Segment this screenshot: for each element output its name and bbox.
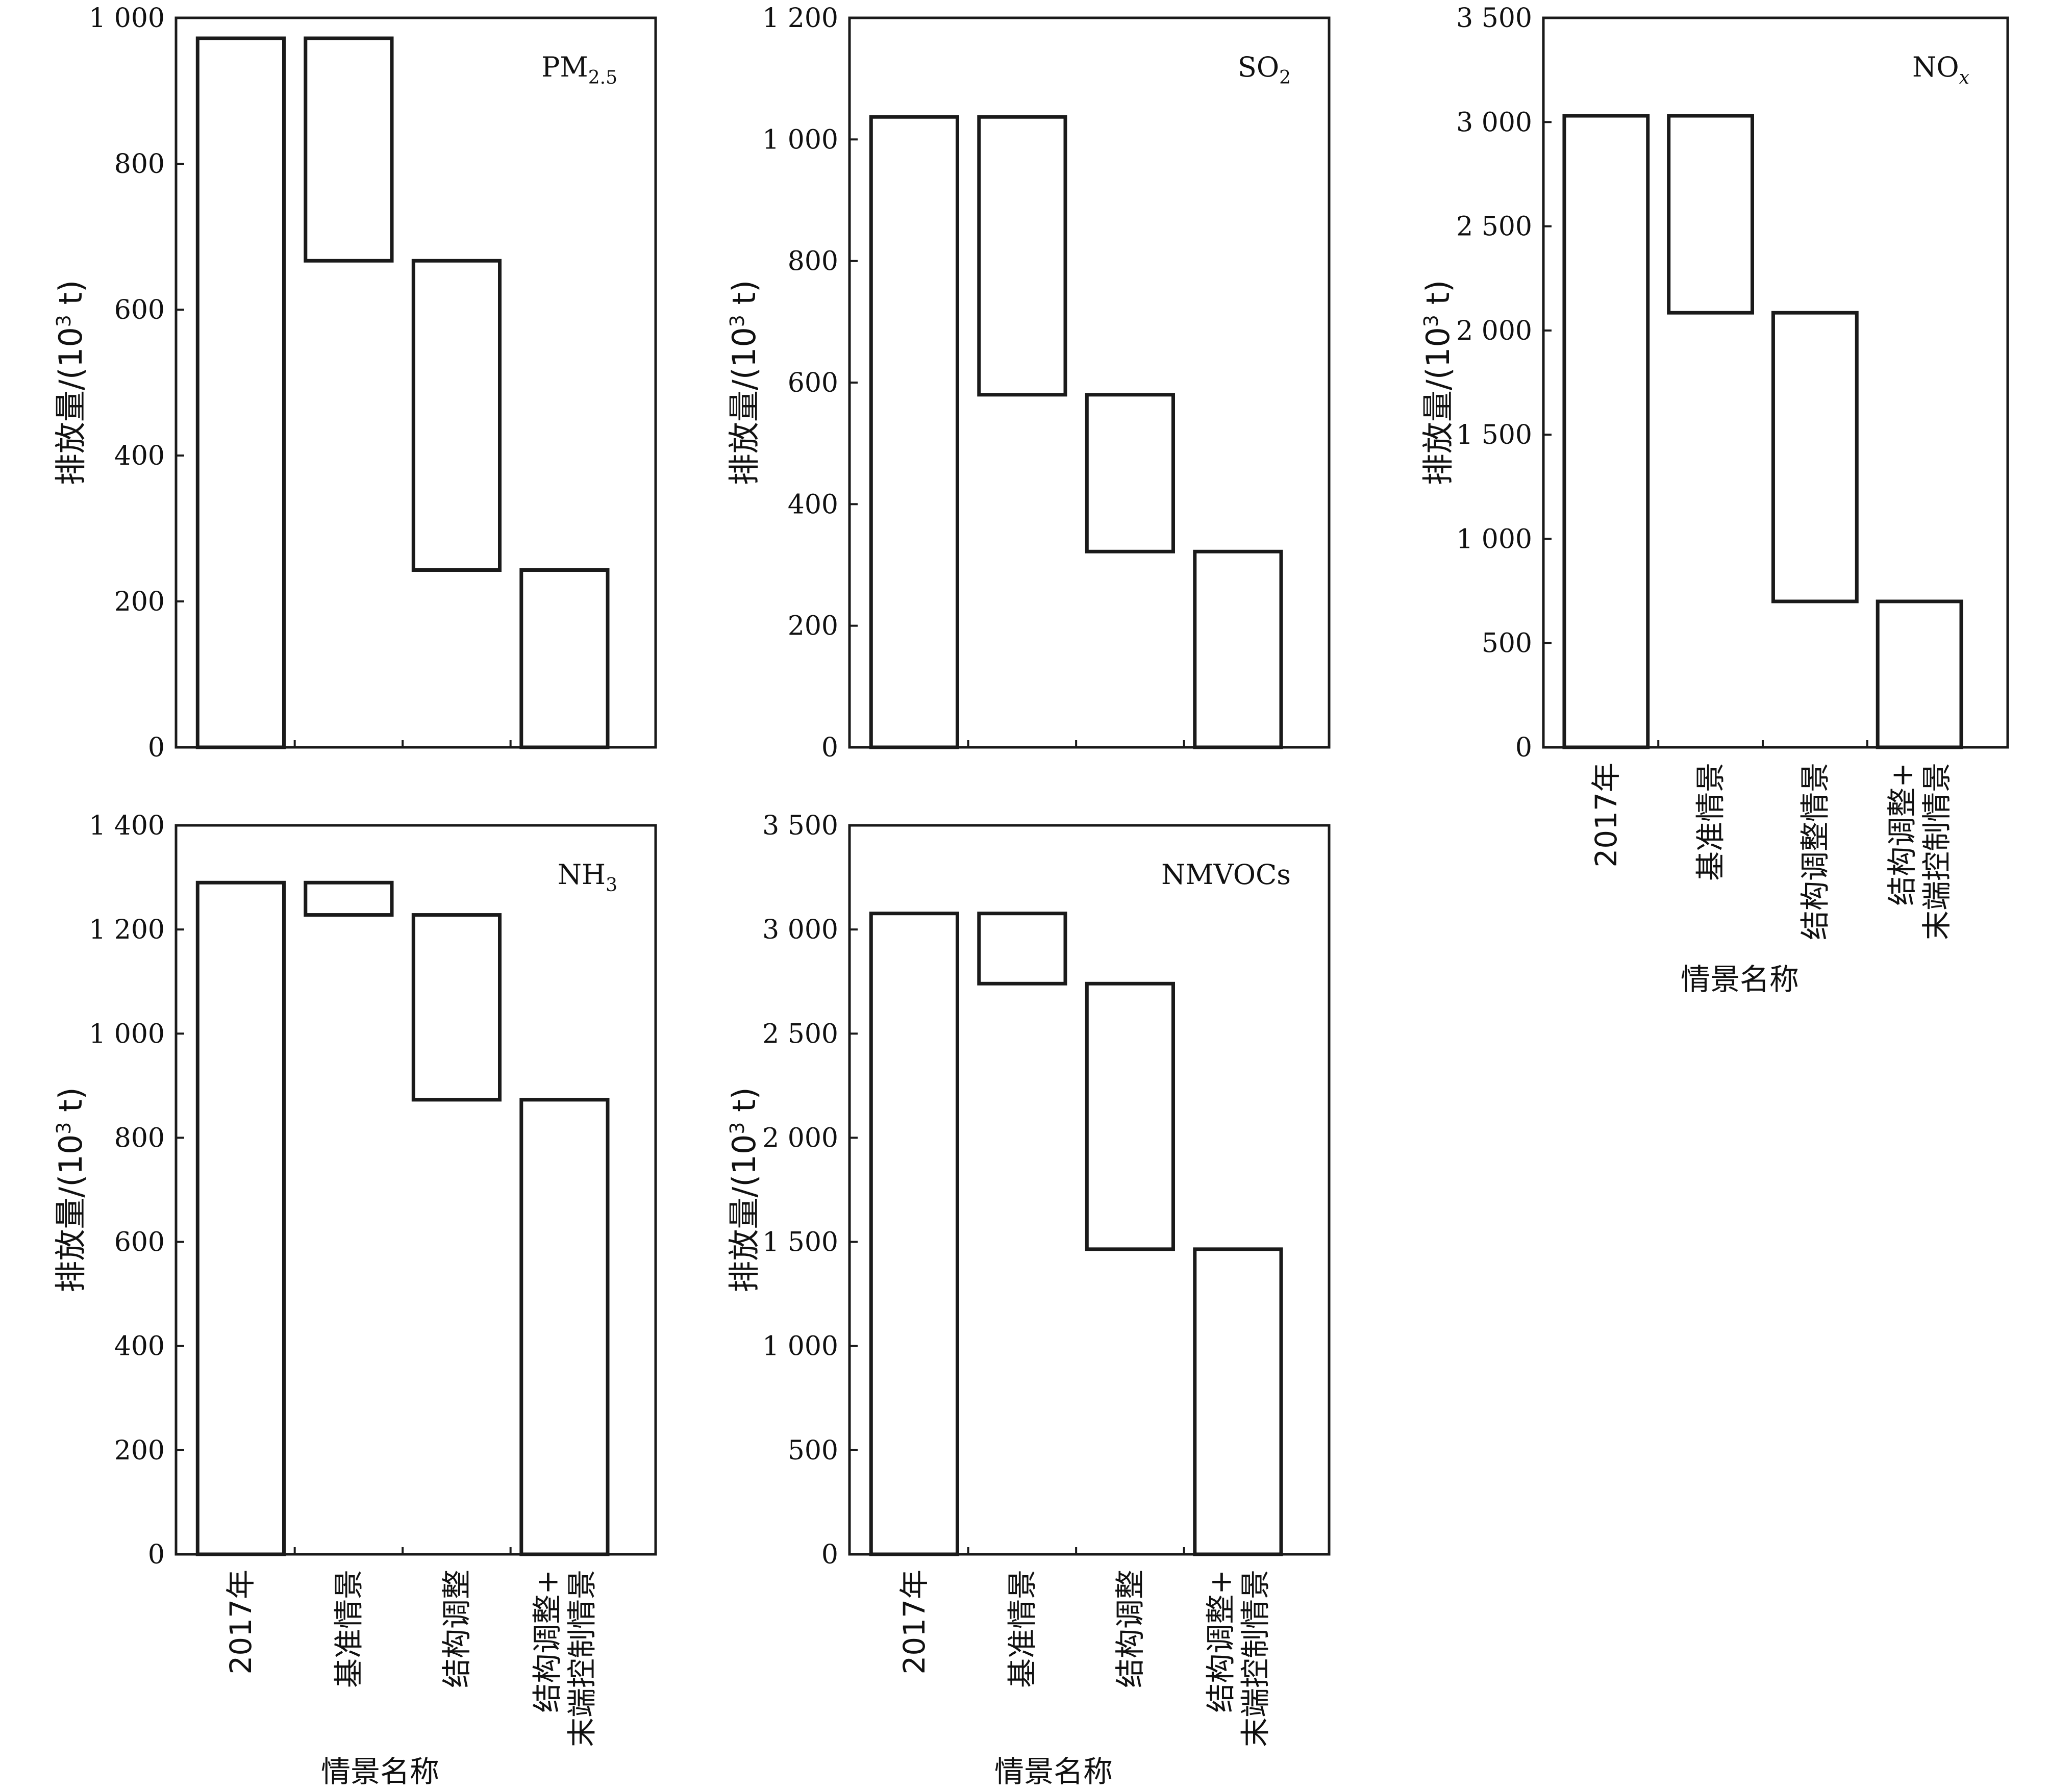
bar-1 — [869, 912, 959, 1556]
x-tick-label: 2017年 — [1589, 763, 1623, 868]
bar-1 — [195, 36, 286, 749]
bar-3 — [411, 259, 502, 572]
chart-so2-svg: 0 200 400 600 800 1 000 1 200 SO2 排放量/(103 t) — [726, 3, 1331, 763]
chart-title: PM2.5 — [541, 51, 617, 88]
y-tick-label: 2 000 — [1456, 316, 1532, 346]
bar-4 — [1193, 1247, 1283, 1556]
x-tick-label: 基准情景 — [1005, 1570, 1039, 1688]
bar-2 — [304, 880, 394, 917]
y-axis-label: 排放量/(103 t) — [52, 1087, 89, 1292]
y-tick-label: 1 000 — [762, 1331, 838, 1362]
x-tick-label: 基准情景 — [331, 1570, 366, 1688]
x-tick-label: 2017年 — [223, 1570, 258, 1675]
chart-title: SO2 — [1238, 51, 1291, 88]
bar-3 — [1085, 393, 1175, 553]
bar-2 — [304, 36, 394, 263]
bar-3 — [1085, 981, 1175, 1251]
y-tick-label: 3 000 — [762, 915, 838, 945]
x-tick-label: 结构调整情景 — [1797, 763, 1832, 940]
x-tick-label: 末端控制情景 — [1238, 1570, 1272, 1747]
x-tick-label: 结构调整+ — [1885, 763, 1919, 906]
y-tick-label: 1 200 — [762, 3, 838, 34]
y-tick-label: 400 — [788, 489, 838, 520]
y-tick-label: 200 — [114, 1435, 165, 1466]
x-tick-label: 基准情景 — [1693, 763, 1728, 881]
y-tick-label: 2 500 — [1456, 212, 1532, 242]
x-tick-label: 结构调整+ — [530, 1570, 564, 1713]
y-tick-label: 3 000 — [1456, 107, 1532, 138]
bar-2 — [1667, 114, 1755, 315]
chart-title: NOx — [1912, 51, 1969, 88]
bar-1 — [195, 880, 286, 1556]
x-axis-title: 情景名称 — [994, 1754, 1113, 1789]
x-tick-label: 2017年 — [897, 1570, 932, 1675]
y-tick-label: 400 — [114, 1331, 165, 1362]
chart-pm25-svg: 0 200 400 600 800 1 000 PM2.5 排放量/(103 t) — [52, 3, 657, 763]
bar-1 — [1562, 114, 1650, 749]
y-tick-label: 1 000 — [1456, 524, 1532, 554]
y-tick-label: 1 000 — [762, 124, 838, 155]
y-tick-label: 600 — [114, 295, 165, 325]
y-tick-label: 2 000 — [762, 1123, 838, 1153]
chart-nh3: 0 200 400 600 800 1 000 1 200 1 400 NH3 排放量/(103 … — [0, 811, 684, 1792]
bar-2 — [977, 115, 1067, 397]
bar-4 — [519, 1098, 610, 1556]
y-tick-label: 600 — [114, 1227, 165, 1258]
y-tick-label: 3 500 — [1456, 3, 1532, 34]
x-tick-label: 结构调整 — [439, 1570, 474, 1688]
chart-nmvocs-svg: 0 500 1 000 1 500 2 000 2 500 3 000 3 500 NMVOCs… — [726, 811, 1331, 1789]
y-axis-label: 排放量/(103 t) — [726, 1087, 763, 1292]
plot-frame — [174, 16, 657, 749]
y-tick-label: 0 — [1515, 733, 1532, 763]
y-tick-label: 400 — [114, 441, 165, 471]
bar-3 — [1771, 311, 1859, 603]
y-tick-label: 1 500 — [1456, 420, 1532, 450]
y-tick-label: 2 500 — [762, 1019, 838, 1049]
chart-nh3-svg: 0 200 400 600 800 1 000 1 200 1 400 NH3 排放量/(103 … — [52, 811, 657, 1789]
chart-nmvocs: 0 500 1 000 1 500 2 000 2 500 3 000 3 500 NMVOCs… — [684, 811, 1367, 1792]
plot-frame — [848, 824, 1331, 1556]
bar-1 — [869, 115, 959, 749]
bar-2 — [977, 912, 1067, 986]
x-tick-label: 结构调整+ — [1203, 1570, 1238, 1713]
y-tick-label: 1 200 — [89, 915, 165, 945]
chart-title: NH3 — [558, 859, 617, 896]
x-axis-title: 情景名称 — [321, 1754, 439, 1789]
y-axis-label: 排放量/(103 t) — [1419, 280, 1457, 485]
chart-nox-svg: 0 500 1 000 1 500 2 000 2 500 3 000 3 500 NOx 排放量… — [1419, 3, 2009, 997]
bar-4 — [1193, 549, 1283, 749]
y-tick-label: 800 — [788, 246, 838, 277]
x-tick-label: 末端控制情景 — [564, 1570, 599, 1747]
chart-so2: 0 200 400 600 800 1 000 1 200 SO2 排放量/(103 t) — [684, 0, 1367, 816]
chart-nox: 0 500 1 000 1 500 2 000 2 500 3 000 3 500 NOx 排放量… — [1367, 0, 2049, 1000]
y-tick-label: 1 500 — [762, 1227, 838, 1258]
plot-frame — [174, 824, 657, 1556]
y-tick-label: 0 — [148, 1539, 165, 1570]
bar-4 — [1876, 599, 1963, 749]
chart-title: NMVOCs — [1161, 859, 1291, 891]
y-tick-label: 3 500 — [762, 811, 838, 841]
x-tick-label: 末端控制情景 — [1919, 763, 1954, 940]
y-tick-label: 0 — [821, 733, 838, 763]
y-tick-label: 800 — [114, 149, 165, 180]
y-tick-label: 1 000 — [89, 3, 165, 34]
y-tick-label: 1 000 — [89, 1019, 165, 1049]
y-tick-label: 0 — [821, 1539, 838, 1570]
y-tick-label: 0 — [148, 733, 165, 763]
y-tick-label: 800 — [114, 1123, 165, 1153]
chart-pm25: 0 200 400 600 800 1 000 PM2.5 排放量/(103 t) — [0, 0, 684, 816]
bar-3 — [411, 913, 502, 1102]
bar-4 — [519, 568, 610, 749]
y-tick-label: 200 — [114, 587, 165, 617]
y-tick-label: 1 400 — [89, 811, 165, 841]
plot-frame — [1542, 16, 2009, 749]
y-tick-label: 500 — [1482, 628, 1532, 659]
y-tick-label: 500 — [788, 1435, 838, 1466]
y-tick-label: 600 — [788, 368, 838, 398]
y-axis-label: 排放量/(103 t) — [52, 280, 89, 485]
x-tick-label: 结构调整 — [1113, 1570, 1147, 1688]
y-tick-label: 200 — [788, 611, 838, 642]
x-axis-title: 情景名称 — [1681, 962, 1799, 997]
y-axis-label: 排放量/(103 t) — [726, 280, 763, 485]
